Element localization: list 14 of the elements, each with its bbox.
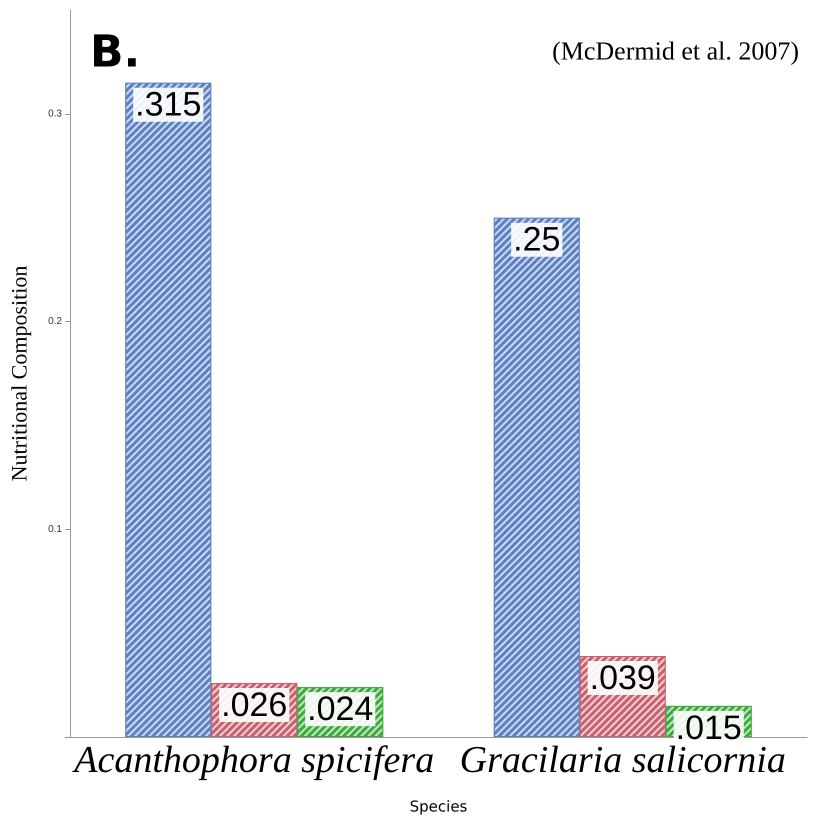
y-axis-title: Nutritional Composition: [6, 266, 32, 482]
data-label: .25: [513, 220, 560, 259]
x-axis-title: Species: [410, 798, 468, 816]
data-label: .024: [307, 690, 374, 728]
data-label: .315: [135, 86, 202, 124]
data-label: .026: [221, 686, 288, 724]
y-tick-label: 0.3: [48, 108, 62, 120]
data-label: .039: [590, 658, 656, 697]
annotation: (McDermid et al. 2007): [552, 36, 800, 66]
annotation: B.: [90, 26, 140, 78]
x-tick-label: Acanthophora spicifera: [71, 739, 434, 781]
y-tick-label: 0.2: [48, 316, 62, 328]
data-label: .015: [676, 708, 742, 747]
y-tick-label: 0.1: [48, 524, 62, 535]
